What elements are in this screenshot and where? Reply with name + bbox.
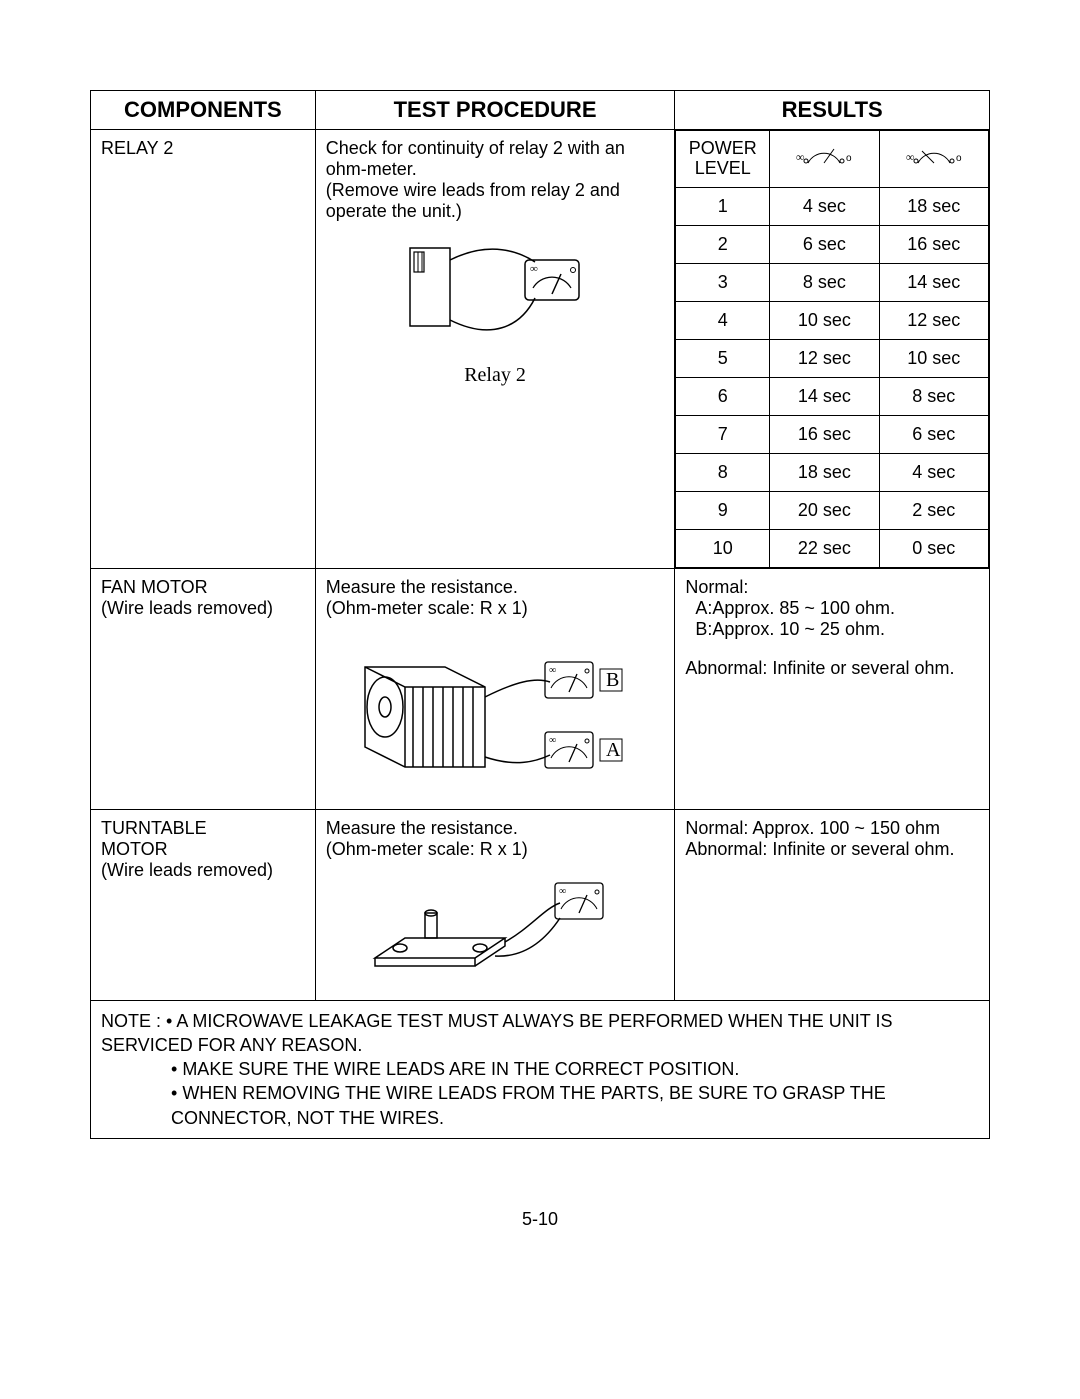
b-10: 0 sec: [879, 529, 988, 567]
svg-text:o: o: [956, 153, 962, 164]
note-bullet-1: MAKE SURE THE WIRE LEADS ARE IN THE CORR…: [182, 1059, 739, 1079]
pl-1: 1: [676, 187, 770, 225]
relay2-results: POWER LEVEL ∞ o: [675, 130, 990, 569]
row-relay2: RELAY 2 Check for continuity of relay 2 …: [91, 130, 990, 569]
svg-text:∞: ∞: [906, 150, 915, 164]
a-9: 20 sec: [770, 491, 879, 529]
meter-icon-b: ∞ o: [904, 139, 964, 169]
note-bullet-0: • A MICROWAVE LEAKAGE TEST MUST ALWAYS B…: [101, 1011, 892, 1055]
a-3: 8 sec: [770, 263, 879, 301]
tt-comp-l1: TURNTABLE: [101, 818, 207, 838]
relay2-diagram: ∞: [370, 230, 620, 360]
row-fan-motor: FAN MOTOR (Wire leads removed) Measure t…: [91, 568, 990, 809]
power-level-1: POWER: [689, 138, 757, 158]
fan-label-b: B: [606, 669, 619, 691]
pl-8: 8: [676, 453, 770, 491]
row-note: NOTE : • A MICROWAVE LEAKAGE TEST MUST A…: [91, 1000, 990, 1138]
fan-res-1: A:Approx. 85 ~ 100 ohm.: [685, 598, 979, 619]
fan-label-a: A: [606, 739, 621, 761]
a-1: 4 sec: [770, 187, 879, 225]
relay2-component: RELAY 2: [91, 130, 316, 569]
a-10: 22 sec: [770, 529, 879, 567]
a-5: 12 sec: [770, 339, 879, 377]
header-components: COMPONENTS: [91, 91, 316, 130]
tt-component: TURNTABLE MOTOR (Wire leads removed): [91, 809, 316, 1000]
a-8: 18 sec: [770, 453, 879, 491]
tt-comp-l2: MOTOR: [101, 839, 168, 859]
svg-text:∞: ∞: [530, 263, 538, 275]
pl-3: 3: [676, 263, 770, 301]
relay2-caption: Relay 2: [326, 364, 665, 387]
b-7: 6 sec: [879, 415, 988, 453]
tt-proc-1: Measure the resistance.: [326, 818, 665, 839]
b-1: 18 sec: [879, 187, 988, 225]
row-turntable: TURNTABLE MOTOR (Wire leads removed) Mea…: [91, 809, 990, 1000]
b-2: 16 sec: [879, 225, 988, 263]
pl-2: 2: [676, 225, 770, 263]
meter-icon-a: ∞ o: [794, 139, 854, 169]
relay2-results-table: POWER LEVEL ∞ o: [675, 130, 989, 568]
page-number: 5-10: [90, 1139, 990, 1230]
table-header-row: COMPONENTS TEST PROCEDURE RESULTS: [91, 91, 990, 130]
fan-comp-sub: (Wire leads removed): [101, 598, 273, 618]
fan-diagram: ∞ B ∞ A: [345, 627, 645, 797]
b-6: 8 sec: [879, 377, 988, 415]
pl-6: 6: [676, 377, 770, 415]
power-level-2: LEVEL: [695, 158, 751, 178]
tt-res-0: Normal: Approx. 100 ~ 150 ohm: [685, 818, 979, 839]
fan-proc-1: Measure the resistance.: [326, 577, 665, 598]
svg-text:∞: ∞: [559, 886, 566, 897]
svg-text:∞: ∞: [796, 150, 805, 164]
b-4: 12 sec: [879, 301, 988, 339]
a-6: 14 sec: [770, 377, 879, 415]
fan-component: FAN MOTOR (Wire leads removed): [91, 568, 316, 809]
b-3: 14 sec: [879, 263, 988, 301]
note-lead: NOTE :: [101, 1011, 161, 1031]
relay2-procedure: Check for continuity of relay 2 with an …: [315, 130, 675, 569]
fan-proc-2: (Ohm-meter scale: R x 1): [326, 598, 665, 619]
fan-res-0: Normal:: [685, 577, 979, 598]
pl-5: 5: [676, 339, 770, 377]
header-results: RESULTS: [675, 91, 990, 130]
b-5: 10 sec: [879, 339, 988, 377]
tt-res-1: Abnormal: Infinite or several ohm.: [685, 839, 979, 860]
a-4: 10 sec: [770, 301, 879, 339]
turntable-diagram: ∞: [345, 868, 645, 988]
header-procedure: TEST PROCEDURE: [315, 91, 675, 130]
a-2: 6 sec: [770, 225, 879, 263]
b-9: 2 sec: [879, 491, 988, 529]
tt-results: Normal: Approx. 100 ~ 150 ohm Abnormal: …: [675, 809, 990, 1000]
pl-4: 4: [676, 301, 770, 339]
svg-text:∞: ∞: [549, 665, 556, 676]
tt-comp-sub: (Wire leads removed): [101, 860, 273, 880]
fan-res-3: [685, 640, 979, 658]
a-7: 16 sec: [770, 415, 879, 453]
svg-text:∞: ∞: [549, 735, 556, 746]
fan-procedure: Measure the resistance. (Ohm-meter scale…: [315, 568, 675, 809]
note-bullet-2: WHEN REMOVING THE WIRE LEADS FROM THE PA…: [171, 1083, 886, 1127]
fan-results: Normal: A:Approx. 85 ~ 100 ohm. B:Approx…: [675, 568, 990, 809]
test-procedure-table: COMPONENTS TEST PROCEDURE RESULTS RELAY …: [90, 90, 990, 1139]
tt-proc-2: (Ohm-meter scale: R x 1): [326, 839, 665, 860]
note-bullet-0-text: A MICROWAVE LEAKAGE TEST MUST ALWAYS BE …: [101, 1011, 892, 1055]
note-cell: NOTE : • A MICROWAVE LEAKAGE TEST MUST A…: [91, 1000, 990, 1138]
pl-9: 9: [676, 491, 770, 529]
pl-10: 10: [676, 529, 770, 567]
b-8: 4 sec: [879, 453, 988, 491]
tt-procedure: Measure the resistance. (Ohm-meter scale…: [315, 809, 675, 1000]
svg-text:o: o: [846, 153, 852, 164]
pl-7: 7: [676, 415, 770, 453]
fan-res-2: B:Approx. 10 ~ 25 ohm.: [685, 619, 979, 640]
relay2-proc-line2: (Remove wire leads from relay 2 and oper…: [326, 180, 665, 222]
relay2-proc-line1: Check for continuity of relay 2 with an …: [326, 138, 665, 180]
fan-res-4: Abnormal: Infinite or several ohm.: [685, 658, 979, 679]
fan-comp-l1: FAN MOTOR: [101, 577, 208, 597]
